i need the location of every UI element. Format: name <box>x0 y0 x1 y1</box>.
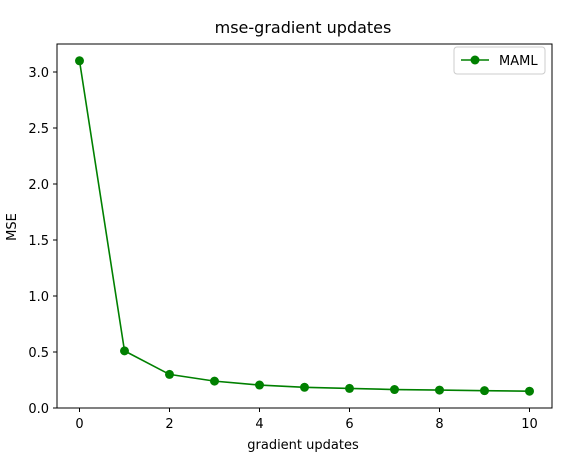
y-axis-label: MSE <box>5 213 20 241</box>
data-point <box>390 385 399 395</box>
axes-frame <box>56 43 553 409</box>
legend-marker <box>470 55 480 65</box>
x-tick-label: 8 <box>435 417 443 432</box>
y-tick-label: 1.5 <box>28 234 49 249</box>
x-tick-label: 10 <box>521 417 538 432</box>
data-point <box>525 386 534 396</box>
y-tick-label: 3.0 <box>28 66 49 81</box>
y-tick-label: 0.0 <box>28 402 49 417</box>
data-point <box>75 56 84 66</box>
y-tick-label: 1.0 <box>28 290 49 305</box>
x-tick-label: 0 <box>75 417 83 432</box>
legend-label: MAML <box>499 54 538 69</box>
data-point <box>165 369 174 379</box>
chart-title: mse-gradient updates <box>215 18 392 37</box>
x-tick-label: 2 <box>165 417 173 432</box>
data-point <box>255 380 264 390</box>
x-tick-label: 4 <box>255 417 263 432</box>
data-point <box>345 383 354 393</box>
plot-area: 0 2 4 6 8 10 0.0 0.5 1.0 1.5 2.0 2.5 3.0 <box>28 43 553 432</box>
data-point <box>480 386 489 396</box>
data-point <box>210 376 219 386</box>
y-tick-label: 2.0 <box>28 178 49 193</box>
data-point <box>435 385 444 395</box>
x-axis-label: gradient updates <box>247 438 359 453</box>
legend: MAML <box>453 46 546 75</box>
data-point <box>300 382 309 392</box>
x-tick-label: 6 <box>345 417 353 432</box>
y-tick-label: 2.5 <box>28 122 49 137</box>
y-tick-label: 0.5 <box>28 346 49 361</box>
data-point <box>120 346 129 356</box>
legend-box <box>453 46 546 75</box>
